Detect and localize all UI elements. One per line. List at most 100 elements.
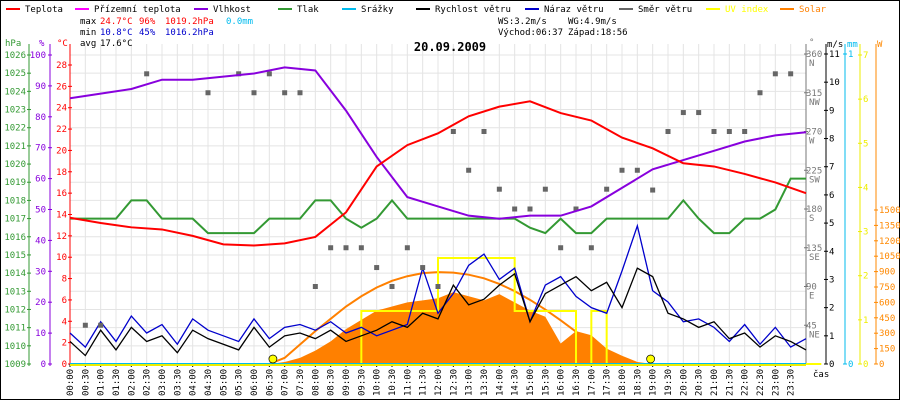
stat-text: WG:4.9m/s: [568, 17, 617, 27]
pressure-tick-label: 1022: [4, 124, 26, 134]
pressure-tick-label: 1026: [4, 51, 26, 61]
x-tick-label: 12:30: [449, 369, 459, 396]
direction-compass-label: NE: [809, 330, 820, 340]
wind-direction-point: [512, 206, 518, 212]
wind-direction-point: [404, 245, 410, 251]
wind-direction-point: [527, 206, 533, 212]
stat-text: Západ:18:56: [568, 28, 628, 38]
temperature-tick-label: 28: [56, 61, 67, 71]
x-tick-label: 10:00: [373, 369, 383, 396]
wind-tick-label: 5: [829, 219, 834, 229]
wind-direction-point: [711, 129, 717, 134]
pressure-tick-label: 1013: [4, 287, 26, 297]
wind-direction-point: [82, 322, 88, 328]
legend-label: Rychlost větru: [435, 5, 511, 15]
uv-tick-label: 1: [863, 316, 868, 326]
temperature-tick-label: 12: [56, 232, 67, 242]
legend-label: Vlhkost: [213, 5, 251, 15]
x-tick-label: 11:00: [403, 369, 413, 396]
humidity-tick-label: 80: [35, 113, 46, 123]
x-tick-label: 10:30: [388, 369, 398, 396]
legend-label: Solar: [799, 5, 827, 15]
pressure-unit: hPa: [5, 39, 21, 49]
wind-direction-point: [619, 167, 625, 173]
wind-direction-point: [236, 71, 242, 77]
x-tick-label: 12:00: [434, 369, 444, 396]
x-tick-label: 05:30: [235, 369, 245, 396]
solar-tick-label: 750: [879, 283, 895, 293]
stat-text: 0.0mm: [226, 17, 253, 27]
wind-direction-point: [144, 71, 150, 77]
x-tick-label: 00:00: [66, 369, 76, 396]
direction-compass-label: W: [809, 137, 815, 147]
direction-compass-label: SW: [809, 175, 820, 185]
x-tick-label: 04:30: [204, 369, 214, 396]
x-tick-label: 00:30: [81, 369, 91, 396]
wind-direction-point: [374, 265, 380, 271]
wind-direction-point: [650, 187, 656, 193]
wind-direction-point: [282, 90, 288, 96]
sun-marker: [268, 354, 278, 364]
direction-compass-label: N: [809, 59, 814, 69]
pressure-tick-label: 1010: [4, 342, 26, 352]
wind-tick-label: 6: [829, 191, 834, 201]
x-tick-label: 22:00: [741, 369, 751, 396]
x-tick-label: 08:00: [311, 369, 321, 396]
direction-tick-label: 135: [806, 244, 822, 254]
wind-direction-point: [450, 129, 456, 134]
wind-direction-point: [726, 129, 732, 134]
x-axis-label: čas: [813, 369, 829, 380]
stat-text: 1016.2hPa: [165, 28, 214, 38]
wind-unit: m/s: [827, 40, 843, 50]
pressure-tick-label: 1017: [4, 215, 26, 225]
x-tick-label: 17:00: [587, 369, 597, 396]
wind-tick-label: 7: [829, 163, 834, 173]
wind-tick-label: 2: [829, 304, 834, 314]
x-tick-label: 20:30: [695, 369, 705, 396]
x-tick-label: 03:00: [158, 369, 168, 396]
pressure-tick-label: 1009: [4, 360, 26, 370]
temperature-tick-label: 16: [56, 189, 67, 199]
wind-direction-point: [558, 245, 564, 251]
x-tick-label: 03:30: [173, 369, 183, 396]
solar-tick-label: 0: [879, 360, 884, 370]
stat-text: 10.8°C: [100, 28, 133, 38]
solar-tick-label: 1500: [879, 206, 900, 216]
wind-gust-line: [69, 223, 807, 349]
pressure-tick-label: 1015: [4, 251, 26, 261]
pressure-tick-label: 1012: [4, 305, 26, 315]
temperature-unit: °C: [57, 39, 68, 49]
wind-tick-label: 10: [829, 78, 840, 88]
humidity-tick-label: 10: [35, 329, 46, 339]
x-tick-label: 22:30: [756, 369, 766, 396]
x-tick-label: 07:00: [281, 369, 291, 396]
temperature-tick-label: 0: [62, 360, 67, 370]
uv-tick-label: 6: [863, 95, 868, 105]
temperature-tick-label: 4: [62, 317, 67, 327]
uv-tick-label: 3: [863, 228, 868, 238]
direction-tick-label: 270: [806, 128, 822, 138]
stat-text: max: [80, 17, 97, 27]
legend-label: Náraz větru: [544, 5, 604, 15]
x-tick-label: 23:30: [787, 369, 797, 396]
stat-text: 24.7°C: [100, 17, 133, 27]
legend-label: Směr větru: [638, 5, 692, 15]
solar-unit: W: [877, 40, 883, 50]
wind-direction-point: [435, 284, 441, 289]
stat-text: min: [80, 28, 96, 38]
pressure-tick-label: 1011: [4, 324, 26, 334]
humidity-tick-label: 30: [35, 267, 46, 277]
x-tick-label: 07:30: [296, 369, 306, 396]
x-tick-label: 02:00: [127, 369, 137, 396]
solar-tick-label: 150: [879, 345, 895, 355]
wind-direction-point: [297, 90, 303, 96]
direction-compass-label: S: [809, 214, 814, 224]
temperature-line: [69, 100, 807, 247]
wind-direction-point: [772, 71, 778, 77]
pressure-tick-label: 1018: [4, 196, 26, 206]
solar-area: [70, 292, 806, 364]
humidity-tick-label: 70: [35, 144, 46, 154]
x-tick-label: 15:30: [541, 369, 551, 396]
uv-tick-label: 7: [863, 51, 868, 61]
wind-tick-label: 3: [829, 275, 834, 285]
